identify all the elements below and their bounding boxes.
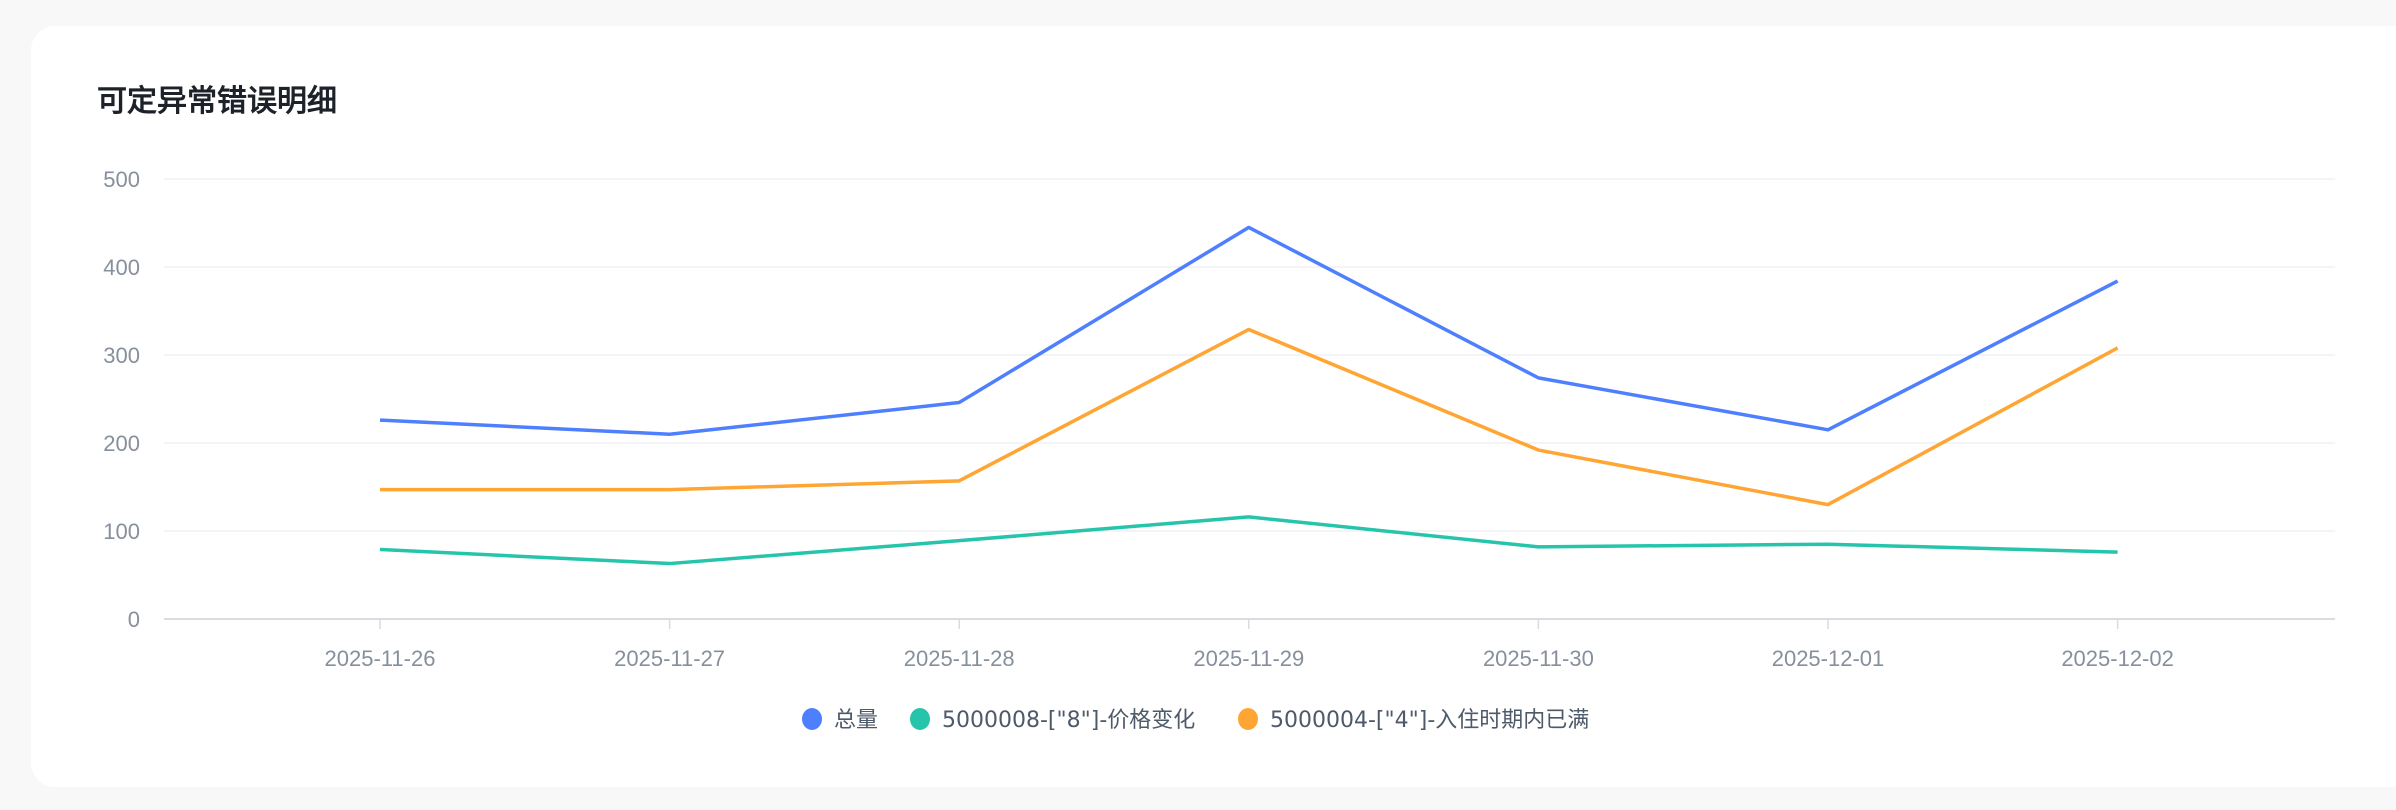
y-tick-label: 0 — [128, 607, 140, 632]
x-tick-label: 2025-11-28 — [904, 646, 1015, 671]
x-tick-label: 2025-12-02 — [2061, 646, 2174, 671]
y-tick-label: 300 — [103, 343, 140, 368]
x-tick-label: 2025-11-26 — [325, 646, 436, 671]
x-tick-label: 2025-11-29 — [1193, 646, 1304, 671]
y-tick-label: 200 — [103, 431, 140, 456]
legend-label-2: 5000004-["4"]-入住时期内已满 — [1270, 708, 1589, 733]
series-line-2 — [380, 327, 2119, 507]
y-tick-label: 500 — [103, 167, 140, 192]
legend-label-0: 总量 — [834, 708, 878, 733]
legend-label-1: 5000008-["8"]-价格变化 — [942, 708, 1195, 733]
legend-marker-0 — [802, 708, 822, 730]
x-tick-label: 2025-12-01 — [1772, 646, 1885, 671]
legend-marker-2 — [1238, 708, 1258, 730]
chart-title: 可定异常错误明细 — [97, 84, 337, 119]
chart-card — [31, 26, 2396, 787]
series-line-1 — [379, 515, 2118, 566]
x-tick-label: 2025-11-30 — [1483, 646, 1594, 671]
y-tick-label: 100 — [103, 519, 140, 544]
x-tick-label: 2025-11-27 — [614, 646, 725, 671]
y-tick-label: 400 — [103, 255, 140, 280]
series-line-0 — [379, 225, 2119, 436]
legend-marker-1 — [910, 708, 930, 730]
